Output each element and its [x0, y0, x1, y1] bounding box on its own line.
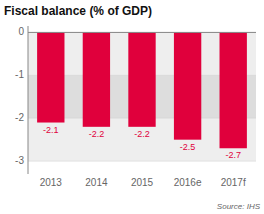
- x-tick-label: 2014: [85, 177, 108, 188]
- zero-line: [28, 32, 256, 33]
- data-label: -2.2: [89, 129, 105, 139]
- grid-line: [28, 161, 256, 162]
- bar: [220, 32, 247, 148]
- data-label: -2.7: [225, 150, 241, 160]
- data-label: -2.2: [134, 129, 150, 139]
- bar: [37, 32, 64, 122]
- x-tick-label: 2017f: [221, 177, 246, 188]
- y-tick-label: -2: [15, 112, 24, 123]
- x-tick-label: 2013: [40, 177, 63, 188]
- bar: [128, 32, 155, 126]
- title: Fiscal balance (% of GDP): [4, 4, 152, 18]
- y-tick-label: 0: [18, 26, 24, 37]
- x-tick-label: 2016e: [174, 177, 202, 188]
- chart-container: 0 -1 -2 -3 2013 2014 2015 2016e 2017f -2.1 -2.2 -2.…: [0, 0, 264, 214]
- grid-line: [28, 32, 256, 33]
- bar: [83, 32, 110, 126]
- y-tick-label: -1: [15, 69, 24, 80]
- y-tick-label: -3: [15, 155, 24, 166]
- bar: [174, 32, 201, 139]
- data-label: -2.5: [180, 142, 196, 152]
- source-note: Source: IHS: [217, 202, 261, 211]
- data-label: -2.1: [43, 125, 59, 135]
- x-tick-label: 2015: [131, 177, 154, 188]
- chart: 0 -1 -2 -3 2013 2014 2015 2016e 2017f -2.1 -2.2 -2.…: [0, 0, 264, 214]
- y-axis-line: [28, 26, 29, 174]
- bars: [37, 32, 247, 148]
- grid: [28, 32, 256, 161]
